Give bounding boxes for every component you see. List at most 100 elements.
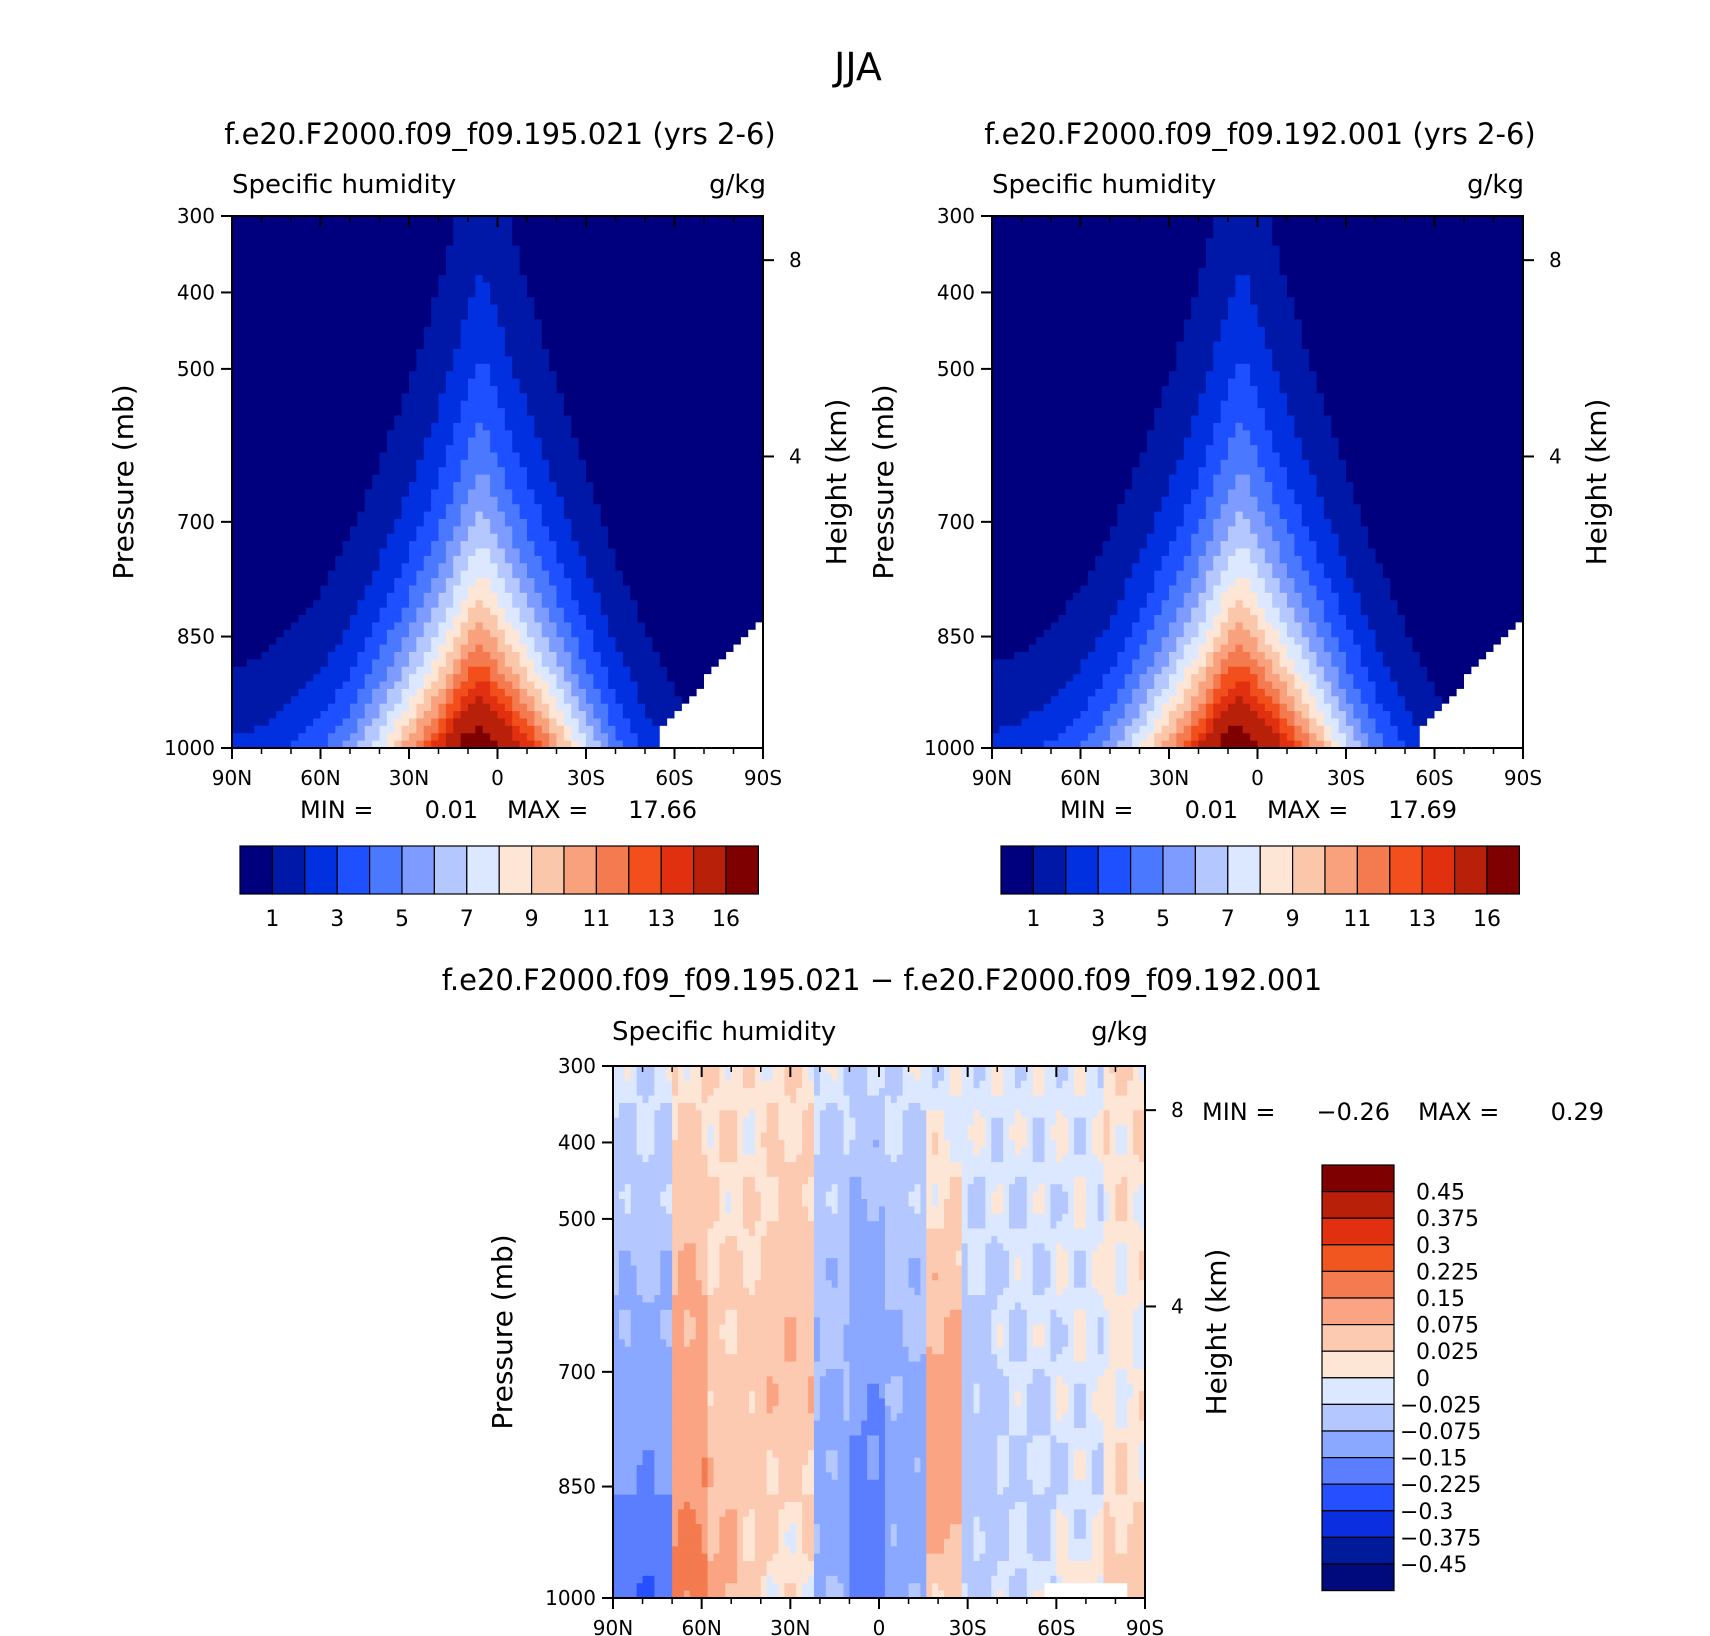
panel-1-cell — [364, 349, 373, 357]
panel-1-cell — [622, 289, 631, 298]
panel-1-cell — [401, 518, 410, 527]
panel-1-cell — [608, 326, 617, 335]
panel-1-cell — [733, 659, 742, 668]
panel-1-cell — [482, 319, 491, 328]
panel-1-cell — [497, 563, 506, 572]
panel-1-cell — [681, 600, 690, 609]
panel-1-cell — [704, 459, 712, 468]
panel-1-cell — [320, 304, 329, 313]
panel-1-cell — [681, 489, 690, 498]
panel-1-cell — [726, 349, 735, 357]
panel-1-cell — [364, 385, 373, 394]
panel-1-cell — [379, 629, 388, 638]
panel-1-cell — [276, 378, 285, 387]
panel-1-cell — [475, 541, 484, 550]
panel-1-cell — [261, 437, 270, 446]
panel-1-cell — [504, 430, 513, 439]
panel-1-cell — [593, 304, 602, 313]
panel-1-cell — [350, 511, 358, 520]
panel-1-cell — [630, 230, 639, 239]
panel-1-cell — [232, 578, 240, 587]
panel-1-cell — [696, 289, 705, 298]
panel-1-cell — [696, 304, 705, 313]
panel-1-cell — [497, 289, 506, 298]
panel-1-cell — [357, 334, 366, 343]
panel-1-cell — [232, 489, 240, 498]
panel-1-cell — [313, 452, 322, 461]
panel-1-cell — [482, 533, 491, 542]
panel-1-cell — [305, 385, 314, 394]
panel-1-cell — [438, 600, 447, 609]
panel-1-cell — [696, 334, 705, 343]
panel-1-cell — [468, 703, 476, 712]
panel-1-cell — [733, 216, 742, 224]
panel-1-cell — [504, 651, 513, 660]
panel-1-cell — [711, 267, 720, 276]
panel-1-cell — [239, 459, 248, 468]
panel-1-cell — [622, 541, 631, 550]
panel-1-cell — [232, 585, 240, 594]
panel-1-cell — [232, 629, 240, 638]
panel-1-cell — [652, 570, 661, 579]
panel-1-cell — [335, 711, 344, 720]
panel-1-cell — [733, 526, 742, 535]
panel-1-cell — [409, 688, 417, 697]
panel-1-cell — [482, 644, 491, 653]
panel-1-cell — [246, 319, 255, 328]
panel-1-cell — [423, 400, 432, 409]
panel-1-cell — [460, 740, 469, 749]
panel-1-cell — [401, 341, 410, 350]
panel-1-cell — [497, 437, 506, 446]
panel-1-cell — [578, 356, 587, 365]
panel-1-cell — [519, 474, 528, 483]
panel-1-cell — [445, 393, 454, 402]
panel-1-cell — [497, 371, 506, 380]
panel-1-cell — [364, 378, 373, 387]
panel-1-cell — [689, 518, 698, 527]
panel-1-cell — [534, 245, 543, 254]
panel-1-cell — [630, 445, 639, 454]
panel-1-cell — [394, 607, 403, 616]
panel-1-cell — [357, 445, 366, 454]
panel-1-cell — [276, 319, 285, 328]
panel-1-cell — [357, 504, 366, 513]
panel-1-cell — [733, 496, 742, 505]
panel-1-cell — [364, 319, 373, 328]
panel-1-cell — [453, 585, 462, 594]
panel-1-cell — [593, 341, 602, 350]
panel-1-cell — [313, 363, 322, 372]
panel-1-cell — [482, 282, 491, 291]
panel-1-cell — [563, 526, 572, 535]
panel-1-cell — [689, 674, 698, 683]
panel-1-cell — [534, 474, 543, 483]
panel-1-cell — [305, 459, 314, 468]
panel-1-cell — [645, 555, 653, 564]
panel-1-cell — [718, 711, 727, 720]
panel-1-cell — [519, 703, 528, 712]
panel-1-cell — [600, 711, 609, 720]
panel-1-cell — [276, 659, 285, 668]
panel-1-cell — [379, 467, 388, 476]
panel-1-cell — [453, 341, 462, 350]
panel-1-cell — [571, 282, 580, 291]
panel-1-cell — [327, 275, 336, 284]
panel-1-cell — [232, 267, 240, 276]
panel-1-cell — [386, 489, 395, 498]
panel-1-cell — [401, 533, 410, 542]
panel-1-cell — [261, 349, 270, 357]
panel-1-cell — [556, 459, 565, 468]
panel-1-cell — [652, 703, 661, 712]
panel-1-cell — [696, 341, 705, 350]
panel-1-cell — [512, 260, 521, 269]
panel-1-cell — [327, 238, 336, 247]
panel-1-cell — [254, 615, 263, 623]
panel-1-cell — [475, 230, 484, 239]
panel-1-cell — [431, 400, 440, 409]
panel-1-cell — [379, 422, 388, 431]
panel-1-cell — [409, 548, 417, 557]
panel-1-cell — [718, 230, 727, 239]
panel-1-cell — [232, 452, 240, 461]
panel-1-cell — [327, 408, 336, 417]
panel-1-cell — [246, 651, 255, 660]
panel-1-cell — [268, 467, 277, 476]
